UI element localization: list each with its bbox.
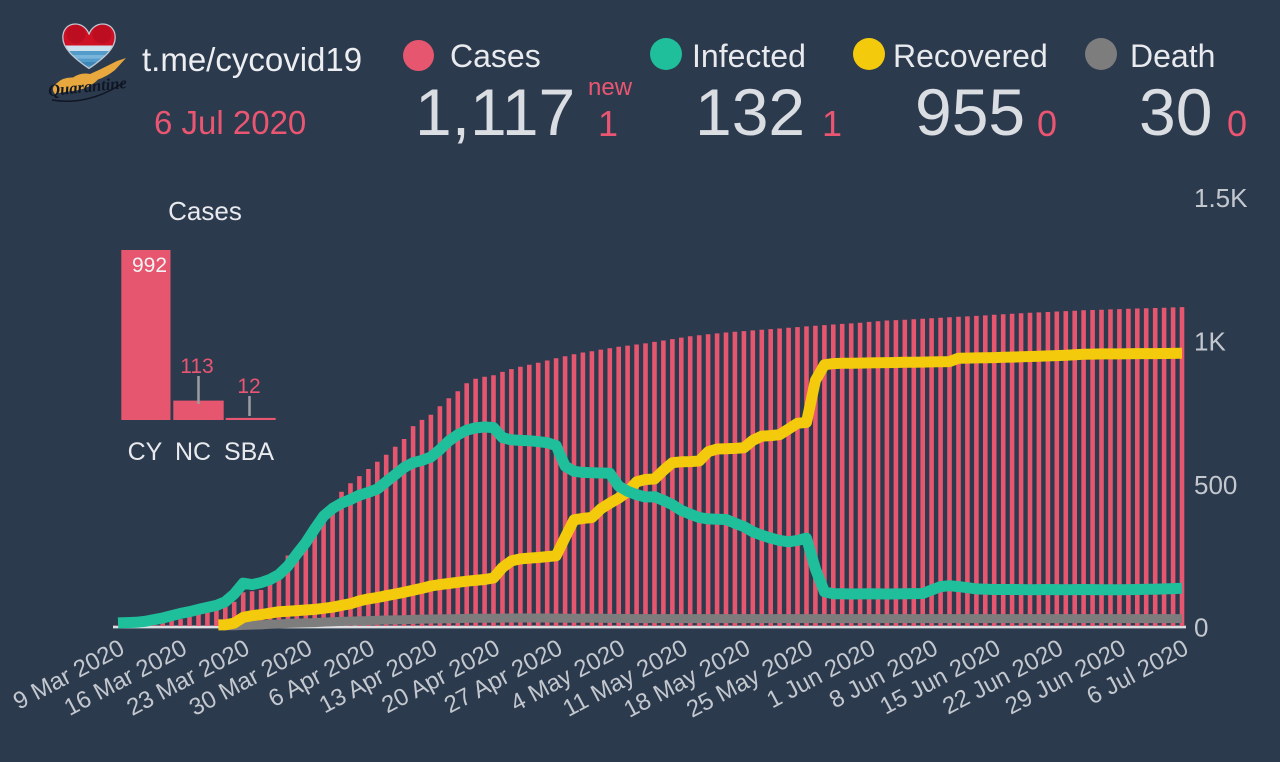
svg-text:12: 12 xyxy=(237,375,260,398)
svg-text:CY: CY xyxy=(128,438,163,466)
svg-text:Cases: Cases xyxy=(168,196,242,226)
svg-text:0: 0 xyxy=(1194,612,1208,642)
svg-text:SBA: SBA xyxy=(224,438,274,466)
svg-text:Quarantine: Quarantine xyxy=(48,73,128,100)
svg-text:1K: 1K xyxy=(1194,326,1226,356)
svg-text:1.5K: 1.5K xyxy=(1194,183,1248,213)
svg-text:NC: NC xyxy=(175,438,211,466)
svg-text:113: 113 xyxy=(180,355,213,378)
svg-text:500: 500 xyxy=(1194,470,1237,500)
svg-text:992: 992 xyxy=(132,254,167,277)
